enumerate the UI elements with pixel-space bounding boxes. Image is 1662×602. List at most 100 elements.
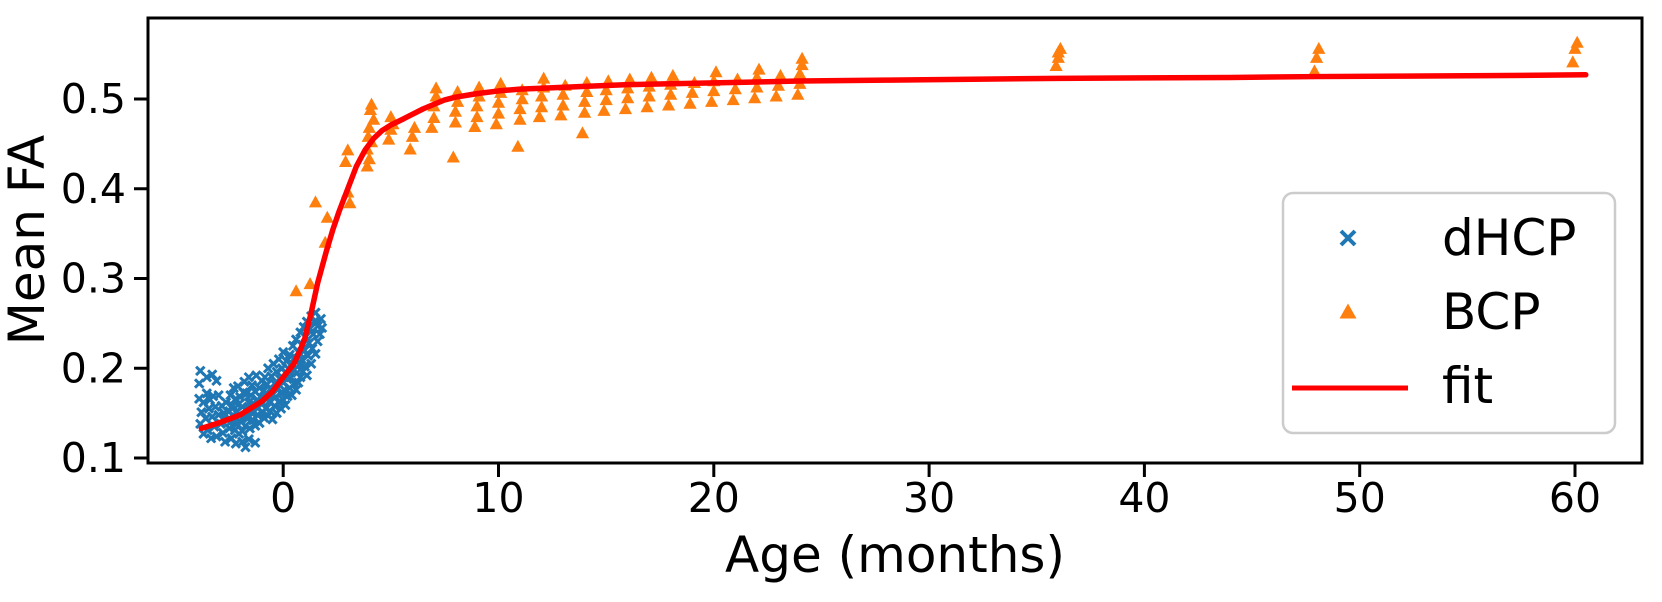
BCP-point <box>1568 41 1582 54</box>
legend: dHCP BCP fit <box>1281 191 1617 435</box>
dHCP-point <box>284 349 295 361</box>
BCP-point <box>513 102 527 115</box>
BCP-point <box>642 89 656 102</box>
dHCP-point <box>201 388 213 399</box>
BCP-point <box>621 81 635 94</box>
BCP-point <box>728 82 742 95</box>
BCP-point <box>537 71 551 84</box>
BCP-point <box>451 94 465 107</box>
BCP-point <box>748 91 762 104</box>
dHCP-point <box>219 436 231 448</box>
BCP-point <box>320 210 334 223</box>
BCP-point <box>1566 55 1580 68</box>
dHCP-point <box>237 425 248 437</box>
BCP-point <box>535 89 549 102</box>
dHCP-point <box>277 346 289 358</box>
y-tick-label: 0.5 <box>61 75 126 123</box>
dHCP-point <box>237 436 248 448</box>
BCP-point <box>683 96 697 109</box>
BCP-point <box>575 126 590 139</box>
BCP-point <box>515 92 529 105</box>
legend-bcp-marker-icon <box>1339 303 1357 319</box>
BCP-point <box>429 81 443 94</box>
dHCP-point <box>220 397 232 408</box>
BCP-point <box>664 87 678 100</box>
BCP-point <box>511 139 525 152</box>
BCP-point <box>425 120 439 133</box>
BCP-point <box>640 100 654 113</box>
BCP-point <box>429 89 443 102</box>
BCP-point <box>470 99 484 112</box>
BCP-point <box>289 284 303 297</box>
dHCP-point <box>316 322 328 334</box>
x-tick-label: 50 <box>1334 474 1386 522</box>
BCP-point <box>367 112 381 125</box>
dHCP-point <box>299 361 310 372</box>
BCP-point <box>427 111 441 123</box>
BCP-point <box>618 102 633 115</box>
BCP-point <box>791 87 805 100</box>
x-tick-label: 20 <box>688 474 740 522</box>
BCP-point <box>769 89 783 102</box>
BCP-point <box>621 91 635 104</box>
BCP-point <box>726 93 740 106</box>
BCP-point <box>599 93 613 106</box>
BCP-point <box>362 120 376 133</box>
BCP-point <box>343 196 357 209</box>
BCP-point <box>446 150 460 163</box>
legend-box <box>1281 191 1617 435</box>
fit-line <box>198 72 1589 432</box>
BCP-point <box>685 85 699 98</box>
BCP-point <box>532 110 546 123</box>
BCP-point <box>489 117 503 130</box>
y-axis-label: Mean FA <box>0 135 56 346</box>
BCP-point <box>1312 41 1326 54</box>
dHCP-point <box>213 389 224 401</box>
BCP-point <box>750 80 764 93</box>
dHCP-point <box>201 371 213 383</box>
dHCP-point <box>280 399 291 411</box>
BCP-point <box>535 100 549 113</box>
BCP-point <box>556 87 570 100</box>
BCP-point <box>752 62 766 75</box>
dHCP-point <box>249 437 261 448</box>
x-tick-label: 30 <box>903 474 955 522</box>
BCP-point <box>364 97 379 110</box>
x-tick-label: 60 <box>1549 474 1601 522</box>
y-tick-label: 0.3 <box>61 255 126 303</box>
y-tick-label: 0.4 <box>61 165 126 213</box>
BCP-point <box>403 142 417 155</box>
BCP-point <box>303 277 317 290</box>
dHCP-point <box>302 350 314 361</box>
dHCP-point <box>290 384 302 396</box>
BCP-point <box>360 159 374 172</box>
dHCP-point <box>211 431 222 442</box>
BCP-point <box>773 68 788 81</box>
y-tick-label: 0.1 <box>61 434 126 482</box>
legend-dhcp-marker-icon <box>1339 229 1357 247</box>
BCP-point <box>470 110 484 123</box>
dHCP-point <box>273 354 285 365</box>
BCP-point <box>339 155 353 167</box>
x-tick-label: 0 <box>270 474 296 522</box>
dHCP-point <box>310 348 321 360</box>
BCP-point <box>308 195 323 208</box>
x-tick-label: 10 <box>472 474 524 522</box>
dHCP-point <box>301 370 313 381</box>
legend-fit-label: fit <box>1442 357 1493 415</box>
BCP-point <box>795 51 809 64</box>
BCP-point <box>1310 50 1324 63</box>
BCP-point <box>405 129 419 142</box>
BCP-point <box>554 108 568 121</box>
BCP-point <box>1307 64 1322 77</box>
dHCP-point <box>312 336 323 347</box>
BCP-point <box>771 78 785 91</box>
BCP-points <box>289 35 1584 297</box>
BCP-point <box>382 132 396 145</box>
x-axis-ticks: 0 10 20 30 40 50 60 <box>270 463 1601 522</box>
BCP-point <box>580 85 594 97</box>
plot-frame <box>146 16 1644 465</box>
data-series <box>193 35 1589 453</box>
BCP-point <box>578 94 592 107</box>
